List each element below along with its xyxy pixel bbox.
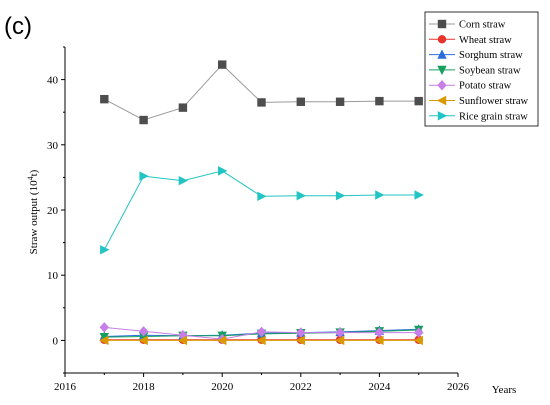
y-tick-label: 20 — [47, 205, 59, 217]
y-tick-label: 10 — [47, 270, 59, 282]
data-point — [375, 190, 385, 200]
x-axis-title: Years — [492, 384, 517, 396]
data-point — [296, 327, 306, 338]
legend-item: Corn straw — [429, 20, 506, 31]
legend-item: Rice grain straw — [429, 111, 528, 122]
data-point — [257, 191, 267, 202]
series-sunflower-straw — [99, 335, 423, 346]
legend-marker — [437, 65, 447, 76]
data-point — [218, 60, 227, 69]
data-point — [138, 335, 148, 346]
data-point — [99, 335, 109, 346]
y-axis-title: Straw output (104t) — [26, 169, 40, 254]
data-point — [139, 115, 148, 125]
legend-label: Corn straw — [459, 20, 506, 31]
data-point — [374, 335, 384, 346]
series-line — [104, 63, 419, 121]
data-point — [100, 94, 109, 104]
data-point — [296, 97, 305, 106]
plot-area — [64, 47, 458, 374]
y-tick-label: 30 — [47, 140, 59, 152]
data-point — [99, 322, 109, 333]
data-point — [334, 335, 345, 346]
y-tick-label: 0 — [53, 335, 59, 347]
legend-label: Rice grain straw — [459, 111, 528, 122]
data-point — [335, 190, 346, 201]
data-point — [414, 190, 424, 200]
x-axis: 2016 2018 2020 2022 2024 2026 — [54, 373, 470, 393]
x-tick-label: 2026 — [447, 381, 470, 393]
data-point — [178, 175, 189, 186]
data-point — [375, 96, 384, 106]
data-point — [414, 327, 424, 338]
data-point — [413, 335, 423, 346]
legend-item: Sorghum straw — [429, 49, 523, 61]
data-point — [139, 171, 149, 181]
data-point — [138, 326, 149, 337]
x-tick-label: 2016 — [54, 381, 77, 393]
data-point — [100, 245, 110, 255]
y-axis: 0 10 20 30 40 — [47, 46, 65, 374]
x-tick-label: 2022 — [290, 381, 312, 393]
data-point — [335, 327, 345, 338]
legend: Corn straw Wheat straw Sorghum straw Soybea… — [424, 11, 539, 127]
data-point — [295, 335, 305, 346]
panel-label: (c) — [4, 13, 32, 40]
legend-item: Wheat straw — [429, 35, 512, 46]
legend-marker — [437, 80, 447, 91]
legend-label: Wheat straw — [459, 35, 512, 46]
legend-label: Sorghum straw — [459, 50, 523, 61]
legend-marker — [437, 35, 447, 44]
legend-item: Soybean straw — [429, 65, 521, 76]
legend-label: Sunflower straw — [459, 96, 529, 107]
x-tick-label: 2020 — [211, 381, 234, 393]
data-point — [99, 332, 109, 343]
series-layer — [99, 60, 424, 346]
legend-marker — [436, 95, 447, 106]
y-tick-label: 40 — [47, 75, 59, 87]
data-point — [256, 326, 267, 338]
data-point — [335, 97, 345, 106]
data-point — [374, 327, 385, 338]
legend-marker — [437, 49, 447, 59]
data-point — [138, 332, 149, 342]
legend-marker — [437, 19, 447, 29]
data-point — [257, 98, 266, 107]
legend-label: Potato straw — [459, 81, 512, 92]
data-point — [217, 335, 227, 346]
data-point — [256, 335, 266, 346]
series-line — [103, 170, 419, 251]
legend-item: Sunflower straw — [429, 95, 529, 107]
series-potato-straw — [99, 322, 424, 345]
series-rice-grain-straw — [100, 166, 424, 255]
legend-item: Potato straw — [429, 80, 512, 92]
legend-label: Soybean straw — [459, 65, 521, 76]
data-point — [218, 166, 228, 176]
data-point — [177, 335, 188, 346]
data-point — [178, 103, 188, 112]
series-corn-straw — [100, 60, 423, 125]
x-tick-label: 2024 — [368, 381, 391, 393]
data-point — [414, 96, 423, 106]
legend-marker — [437, 111, 448, 121]
data-point — [296, 190, 306, 201]
x-tick-label: 2018 — [133, 381, 156, 393]
